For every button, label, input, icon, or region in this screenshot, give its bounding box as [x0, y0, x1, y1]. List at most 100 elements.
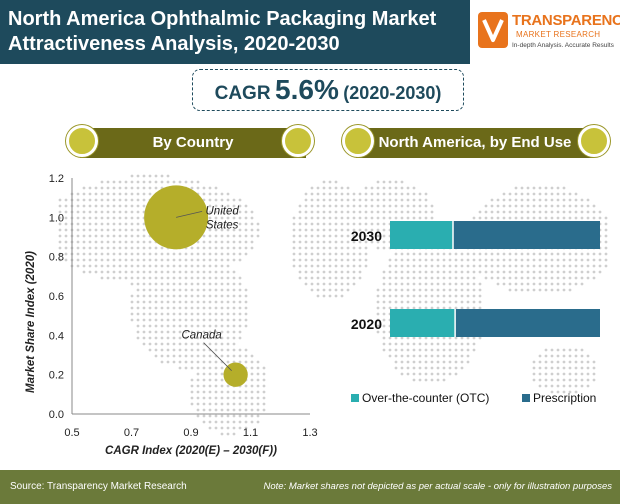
map-dot-3: [58, 216, 62, 220]
map-dot-1063: [346, 204, 350, 208]
map-dot-440: [178, 330, 182, 334]
map-dot-1167: [382, 282, 386, 286]
map-dot-1601: [478, 270, 482, 274]
bubble-label-0: United: [206, 205, 240, 217]
map-dot-1085: [352, 234, 356, 238]
map-dot-1461: [442, 270, 446, 274]
map-dot-1530: [460, 282, 464, 286]
map-dot-802: [238, 216, 242, 220]
map-dot-686: [220, 240, 224, 244]
map-dot-1735: [526, 258, 530, 262]
map-dot-130: [112, 198, 116, 202]
map-dot-598: [208, 198, 212, 202]
map-dot-1180: [388, 186, 392, 190]
map-dot-1095: [358, 198, 362, 202]
map-dot-1540: [460, 342, 464, 346]
map-dot-611: [208, 276, 212, 280]
map-dot-44: [76, 246, 80, 250]
map-dot-656: [214, 300, 218, 304]
map-dot-643: [214, 222, 218, 226]
map-dot-1760: [532, 366, 536, 370]
map-dot-1605: [478, 300, 482, 304]
map-dot-692: [220, 276, 224, 280]
map-dot-968: [316, 222, 320, 226]
map-dot-402: [172, 288, 176, 292]
map-dot-951: [310, 228, 314, 232]
map-dot-859: [244, 396, 248, 400]
map-dot-801: [238, 210, 242, 214]
map-dot-1174: [382, 324, 386, 328]
map-dot-1702: [514, 276, 518, 280]
map-dot-157: [118, 258, 122, 262]
map-dot-1417: [430, 300, 434, 304]
map-dot-1706: [520, 192, 524, 196]
map-dot-1107: [358, 270, 362, 274]
map-dot-1741: [532, 186, 536, 190]
map-dot-869: [250, 234, 254, 238]
map-dot-918: [298, 222, 302, 226]
map-dot-1413: [430, 276, 434, 280]
map-dot-1766: [538, 204, 542, 208]
map-dot-738: [226, 306, 230, 310]
map-dot-121: [106, 246, 110, 250]
map-dot-1220: [394, 252, 398, 256]
map-dot-955: [310, 252, 314, 256]
map-dot-404: [172, 300, 176, 304]
map-dot-1620: [484, 252, 488, 256]
map-dot-1710: [520, 216, 524, 220]
map-dot-467: [184, 300, 188, 304]
map-dot-244: [142, 258, 146, 262]
map-dot-1699: [514, 258, 518, 262]
map-dot-989: [322, 228, 326, 232]
map-dot-857: [244, 384, 248, 388]
map-dot-1448: [436, 336, 440, 340]
map-dot-594: [202, 414, 206, 418]
map-dot-1321: [412, 282, 416, 286]
map-dot-168: [124, 222, 128, 226]
map-dot-472: [184, 330, 188, 334]
map-dot-752: [226, 390, 230, 394]
map-dot-962: [316, 186, 320, 190]
map-dot-1703: [514, 282, 518, 286]
map-dot-1700: [514, 264, 518, 268]
map-dot-925: [298, 264, 302, 268]
map-dot-350: [160, 354, 164, 358]
map-dot-870: [250, 240, 254, 244]
map-dot-647: [214, 246, 218, 250]
map-dot-1396: [424, 348, 428, 352]
map-dot-871: [250, 246, 254, 250]
map-dot-1318: [412, 264, 416, 268]
map-dot-1755: [532, 270, 536, 274]
map-dot-1210: [394, 192, 398, 196]
map-dot-852: [244, 354, 248, 358]
map-dot-493: [190, 264, 194, 268]
map-dot-1763: [538, 186, 542, 190]
map-dot-585: [202, 360, 206, 364]
map-dot-503: [190, 324, 194, 328]
map-dot-1765: [538, 198, 542, 202]
map-dot-197: [130, 294, 134, 298]
map-dot-1049: [340, 234, 344, 238]
map-dot-1041: [340, 186, 344, 190]
map-dot-740: [226, 318, 230, 322]
map-dot-403: [172, 294, 176, 298]
map-dot-977: [316, 276, 320, 280]
map-dot-1079: [352, 198, 356, 202]
map-dot-1888: [562, 384, 566, 388]
map-dot-1724: [526, 192, 530, 196]
map-dot-831: [238, 408, 242, 412]
map-dot-1035: [334, 264, 338, 268]
map-dot-1034: [334, 258, 338, 262]
map-dot-1164: [382, 246, 386, 250]
map-dot-1972: [586, 264, 590, 268]
map-dot-1466: [442, 300, 446, 304]
map-dot-409: [172, 330, 176, 334]
map-dot-172: [124, 246, 128, 250]
map-dot-1305: [412, 186, 416, 190]
map-dot-1879: [562, 276, 566, 280]
map-dot-777: [232, 306, 236, 310]
map-dot-576: [202, 306, 206, 310]
map-dot-832: [238, 414, 242, 418]
map-dot-1490: [448, 300, 452, 304]
map-dot-1071: [346, 252, 350, 256]
